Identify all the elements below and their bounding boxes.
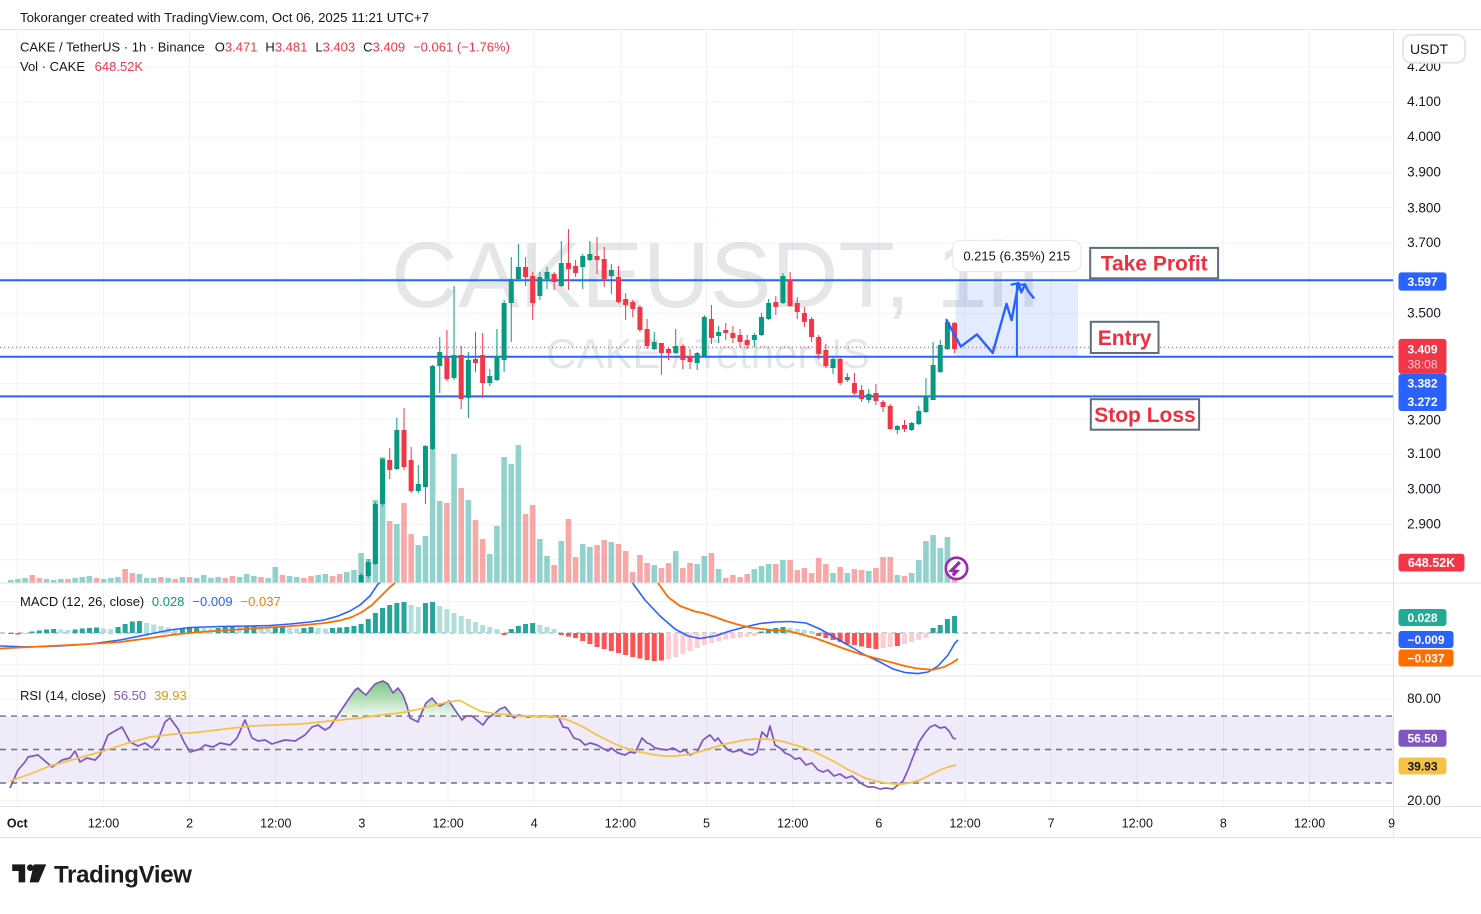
svg-text:5: 5 (703, 817, 710, 831)
svg-text:56.50: 56.50 (1407, 732, 1437, 746)
svg-text:12:00: 12:00 (605, 817, 636, 831)
svg-text:3.200: 3.200 (1407, 413, 1441, 428)
svg-text:648.52K: 648.52K (1408, 556, 1455, 570)
svg-text:3.409: 3.409 (1407, 343, 1437, 357)
svg-text:39.93: 39.93 (1407, 759, 1437, 773)
svg-text:12:00: 12:00 (432, 817, 463, 831)
svg-text:8: 8 (1220, 817, 1227, 831)
svg-text:6: 6 (875, 817, 882, 831)
svg-text:3.100: 3.100 (1407, 446, 1441, 461)
svg-text:TradingView: TradingView (54, 862, 192, 889)
svg-text:9: 9 (1388, 817, 1395, 831)
svg-text:4.000: 4.000 (1407, 129, 1441, 144)
svg-text:Oct: Oct (7, 817, 29, 831)
svg-text:3.500: 3.500 (1407, 305, 1441, 320)
svg-text:USDT: USDT (1410, 41, 1449, 57)
svg-text:2: 2 (186, 817, 193, 831)
svg-text:3.700: 3.700 (1407, 235, 1441, 250)
svg-text:38:08: 38:08 (1407, 357, 1437, 371)
svg-text:7: 7 (1048, 817, 1055, 831)
svg-text:3.000: 3.000 (1407, 482, 1441, 497)
svg-text:−0.009: −0.009 (1407, 633, 1444, 647)
svg-text:80.00: 80.00 (1407, 691, 1441, 706)
svg-text:3.382: 3.382 (1407, 377, 1437, 391)
svg-text:3.272: 3.272 (1407, 395, 1437, 409)
svg-text:12:00: 12:00 (1122, 817, 1153, 831)
svg-text:12:00: 12:00 (949, 817, 980, 831)
svg-text:CAKE / TetherUS: CAKE / TetherUS (546, 330, 870, 377)
svg-text:12:00: 12:00 (1294, 817, 1325, 831)
svg-text:Stop Loss: Stop Loss (1094, 404, 1196, 427)
svg-text:−0.037: −0.037 (1407, 651, 1444, 665)
svg-text:Vol · CAKE 648.52K: Vol · CAKE 648.52K (20, 59, 143, 74)
svg-text:0.215 (6.35%) 215: 0.215 (6.35%) 215 (963, 249, 1070, 264)
svg-text:CAKE / TetherUS · 1h · Binance: CAKE / TetherUS · 1h · Binance O3.471 H3.4… (20, 40, 510, 55)
svg-text:Entry: Entry (1098, 327, 1152, 350)
svg-text:0.028: 0.028 (1407, 611, 1437, 625)
svg-text:12:00: 12:00 (777, 817, 808, 831)
svg-text:2.900: 2.900 (1407, 517, 1441, 532)
svg-text:3.900: 3.900 (1407, 164, 1441, 179)
svg-text:12:00: 12:00 (260, 817, 291, 831)
svg-text:12:00: 12:00 (88, 817, 119, 831)
svg-text:4.100: 4.100 (1407, 94, 1441, 109)
svg-text:20.00: 20.00 (1407, 793, 1441, 808)
svg-text:Take Profit: Take Profit (1101, 253, 1208, 276)
svg-text:3.597: 3.597 (1407, 275, 1437, 289)
svg-text:Tokoranger created with Tradin: Tokoranger created with TradingView.com,… (20, 10, 429, 25)
svg-text:CAKEUSDT, 1h: CAKEUSDT, 1h (391, 223, 1039, 327)
svg-text:3.800: 3.800 (1407, 201, 1441, 216)
svg-text:3: 3 (358, 817, 365, 831)
svg-text:4: 4 (531, 817, 538, 831)
